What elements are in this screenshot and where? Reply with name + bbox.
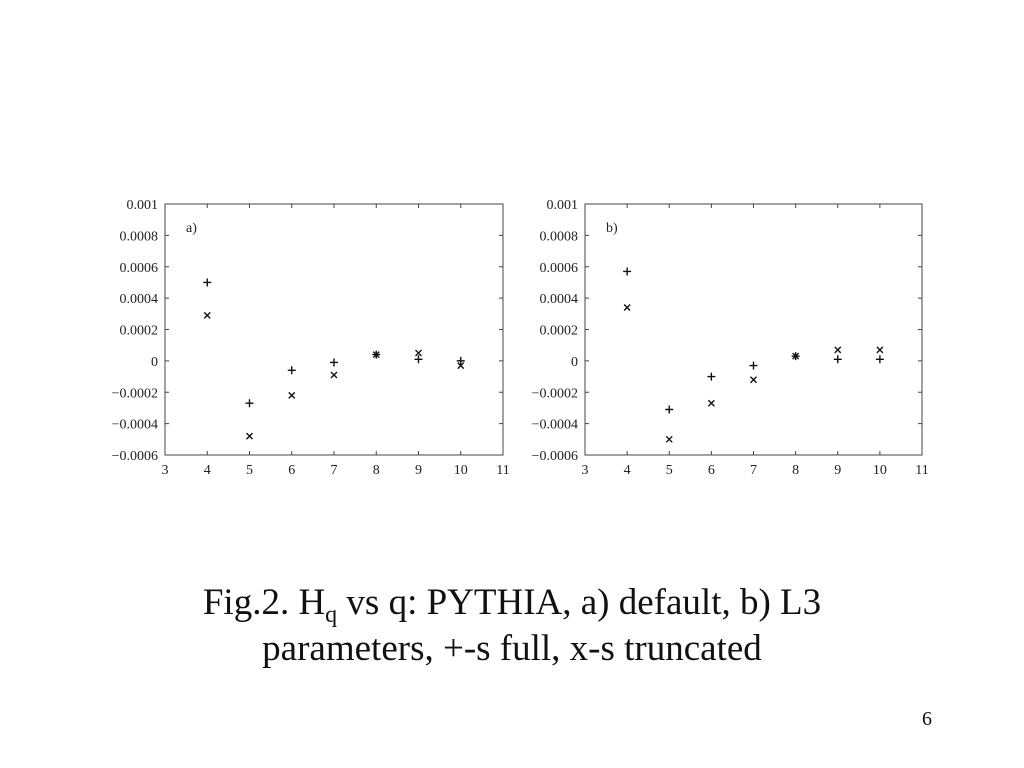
y-tick-label: 0.0008 (540, 229, 579, 244)
x-tick-label: 3 (582, 463, 589, 478)
plus-marker (330, 358, 338, 367)
x-tick-label: 10 (873, 463, 887, 478)
y-tick-label: −0.0006 (112, 449, 158, 464)
y-tick-label: 0.001 (127, 198, 159, 213)
caption-line-1: Fig.2. Hq vs q: PYTHIA, a) default, b) L… (0, 580, 1024, 628)
y-tick-label: 0 (571, 355, 578, 370)
y-tick-label: −0.0002 (532, 386, 578, 401)
panel-label: a) (186, 221, 197, 236)
y-tick-label: −0.0002 (112, 386, 158, 401)
cross-marker (750, 376, 757, 384)
y-tick-label: 0.0006 (540, 261, 579, 276)
y-tick-label: 0.0006 (120, 261, 159, 276)
cross-marker (330, 371, 338, 379)
plus-marker (203, 278, 212, 287)
cross-marker (707, 399, 715, 407)
caption-subscript: q (325, 602, 338, 628)
x-tick-label: 5 (666, 463, 673, 478)
plus-marker (414, 355, 423, 364)
caption-suffix: vs q: PYTHIA, a) default, b) L3 (337, 582, 822, 623)
y-tick-label: 0 (151, 355, 158, 370)
plot-frame (164, 203, 504, 456)
y-tick-label: 0.0004 (540, 292, 579, 307)
y-tick-label: −0.0004 (532, 418, 578, 433)
x-tick-label: 11 (915, 463, 928, 478)
caption-prefix: Fig.2. H (202, 582, 326, 623)
figure-charts: 3 4 5 6 7 8 9 10 11 0.001 0.0008 0.0006 0.0004 0.0002… (112, 198, 929, 478)
caption-line-2: parameters, +-s full, x-s truncated (262, 628, 762, 669)
x-tick-label: 7 (750, 463, 757, 478)
y-tick-label: 0.0008 (120, 229, 159, 244)
panel-label: b) (606, 221, 618, 236)
cross-marker (623, 304, 631, 312)
chart-panel-2: 3 4 5 6 7 8 9 10 11 0.001 0.0008 0.0006 0.0004 0.0002… (532, 198, 929, 478)
chart-panel-1: 3 4 5 6 7 8 9 10 11 0.001 0.0008 0.0006 0.0004 0.0002… (112, 198, 510, 478)
x-tick-label: 7 (331, 463, 338, 478)
y-tick-label: −0.0006 (532, 449, 578, 464)
x-tick-label: 8 (373, 463, 380, 478)
x-tick-label: 3 (162, 463, 169, 478)
plus-marker (623, 267, 632, 276)
y-tick-label: −0.0004 (112, 418, 158, 433)
cross-marker (834, 346, 842, 354)
x-tick-label: 9 (415, 463, 422, 478)
plus-marker (707, 372, 716, 381)
cross-marker (665, 435, 673, 443)
plus-marker (833, 355, 842, 364)
x-tick-label: 10 (454, 463, 468, 478)
page-number: 6 (922, 708, 932, 730)
plus-marker (665, 405, 674, 414)
plus-marker (456, 356, 465, 365)
plus-marker (287, 366, 296, 375)
cross-marker (792, 352, 800, 360)
plus-marker (245, 399, 254, 408)
x-tick-label: 6 (288, 463, 295, 478)
x-tick-label: 6 (708, 463, 715, 478)
cross-marker (246, 432, 253, 440)
plus-marker (749, 361, 758, 370)
plus-marker (875, 355, 884, 364)
x-tick-label: 5 (246, 463, 253, 478)
x-tick-label: 4 (204, 463, 211, 478)
plot-frame (584, 203, 923, 456)
cross-marker (288, 391, 296, 399)
cross-marker (457, 362, 465, 370)
x-tick-label: 4 (624, 463, 631, 478)
cross-marker (876, 346, 884, 354)
y-tick-label: 0.001 (547, 198, 579, 213)
y-tick-label: 0.0002 (120, 324, 159, 339)
x-tick-label: 11 (496, 463, 509, 478)
y-tick-label: 0.0004 (120, 292, 159, 307)
x-tick-label: 9 (834, 463, 841, 478)
y-tick-label: 0.0002 (540, 324, 579, 339)
cross-marker (203, 311, 211, 319)
figure-caption: Fig.2. Hq vs q: PYTHIA, a) default, b) L… (0, 580, 1024, 672)
cross-marker (372, 351, 380, 359)
cross-marker (415, 349, 422, 357)
x-tick-label: 8 (792, 463, 799, 478)
